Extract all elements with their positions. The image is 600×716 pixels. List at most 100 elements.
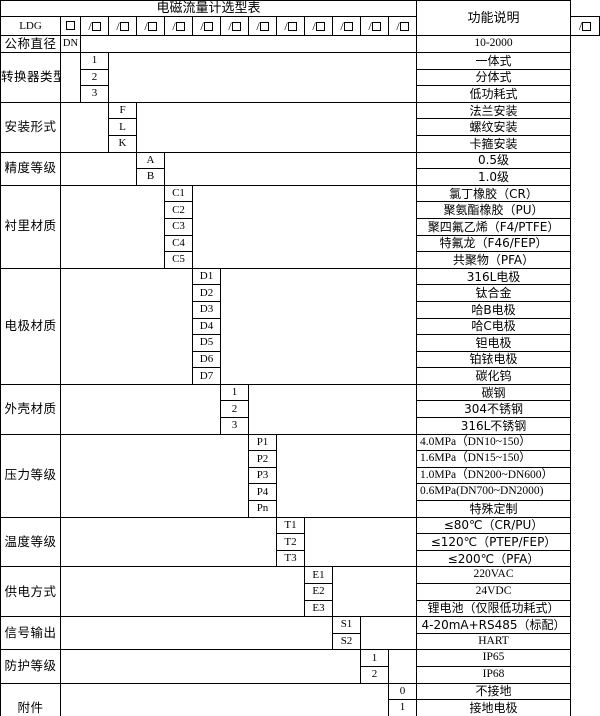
description-cell: 不接地	[416, 682, 572, 701]
description-cell: ≤80℃（CR/PU）	[416, 516, 572, 535]
code-cell[interactable]: D6	[192, 350, 221, 369]
slot-box-icon	[287, 21, 297, 31]
code-cell[interactable]: C1	[164, 184, 193, 203]
spacer-left-2	[60, 101, 109, 153]
code-cell[interactable]: 1	[220, 383, 249, 402]
description-cell: 316L不锈钢	[416, 417, 572, 435]
slot-box-icon	[203, 21, 213, 31]
slot-cell-7[interactable]: /	[248, 16, 277, 36]
code-cell[interactable]: C5	[164, 251, 193, 269]
table-row: 电极材质 D1 316L电极	[0, 267, 600, 385]
slash-separator-icon: /	[256, 19, 260, 33]
code-cell[interactable]: P2	[248, 450, 277, 468]
code-cell[interactable]: C3	[164, 217, 193, 236]
spacer-left-9	[60, 566, 305, 618]
spacer-right-9	[331, 566, 418, 618]
code-cell[interactable]: D1	[192, 267, 221, 286]
description-cell: 哈C电极	[416, 317, 572, 336]
code-cell[interactable]: 3	[80, 85, 109, 103]
slot-cell-3[interactable]: /	[136, 16, 165, 36]
code-cell[interactable]: F	[108, 101, 137, 120]
code-cell[interactable]: D3	[192, 300, 221, 319]
description-cell: 锂电池（仅限低功耗式）	[416, 599, 572, 618]
code-cell[interactable]: 1	[387, 699, 418, 716]
table-row: 安装形式 F 法兰安装	[0, 101, 600, 153]
slash-separator-icon: /	[340, 19, 344, 33]
slot-cell-13[interactable]: /	[570, 16, 600, 36]
slot-box-icon	[399, 21, 409, 31]
code-cell[interactable]: T1	[276, 516, 305, 535]
slot-cell-0[interactable]	[60, 16, 81, 36]
slot-cell-12[interactable]: /	[387, 16, 418, 36]
table-row: 外壳材质 1 碳钢	[0, 383, 600, 435]
description-cell: 碳化钨	[416, 367, 572, 385]
spacer-left-3	[60, 151, 137, 186]
row-label-4: 衬里材质	[0, 184, 61, 269]
description-cell: 钛合金	[416, 284, 572, 302]
slot-cell-5[interactable]: /	[192, 16, 221, 36]
slot-cell-9[interactable]: /	[304, 16, 333, 36]
code-cell[interactable]: K	[108, 134, 137, 153]
code-cell[interactable]: 2	[80, 68, 109, 87]
code-cell[interactable]: D7	[192, 367, 221, 385]
slot-cell-8[interactable]: /	[276, 16, 305, 36]
description-cell: 0.5级	[416, 151, 572, 170]
spacer-right-1	[107, 52, 418, 103]
code-cell[interactable]: S2	[332, 632, 361, 651]
code-cell[interactable]: D2	[192, 284, 221, 302]
code-cell[interactable]: S1	[332, 616, 361, 634]
code-cell[interactable]: 2	[360, 665, 389, 684]
code-cell[interactable]: E1	[304, 566, 333, 584]
row-label-1: 转换器类型	[0, 52, 61, 103]
code-cell[interactable]: E2	[304, 583, 333, 601]
description-cell: 10-2000	[416, 35, 572, 53]
code-cell[interactable]: B	[136, 168, 165, 186]
slot-cell-11[interactable]: /	[360, 16, 389, 36]
code-cell[interactable]: D4	[192, 317, 221, 336]
row-label-10: 信号输出	[0, 616, 61, 651]
description-cell: 24VDC	[416, 583, 572, 601]
table-row: D6 铂铱电极	[1, 350, 600, 369]
row-label-3: 精度等级	[0, 151, 61, 186]
slot-cell-10[interactable]: /	[332, 16, 361, 36]
code-cell[interactable]: P4	[248, 483, 277, 502]
slash-separator-icon: /	[172, 19, 176, 33]
code-cell[interactable]: Pn	[248, 500, 277, 518]
spacer-left-5	[60, 267, 193, 385]
slash-separator-icon: /	[228, 19, 232, 33]
spacer-right-10	[359, 616, 418, 651]
code-cell[interactable]: 2	[220, 400, 249, 419]
slot-box-icon	[315, 21, 325, 31]
code-cell[interactable]: C2	[164, 201, 193, 219]
slot-cell-4[interactable]: /	[164, 16, 193, 36]
code-cell[interactable]: 1	[360, 649, 389, 667]
code-cell[interactable]: T3	[276, 549, 305, 568]
code-cell[interactable]: 1	[80, 52, 109, 70]
code-cell[interactable]: 3	[220, 417, 249, 435]
slash-separator-icon: /	[144, 19, 148, 33]
description-cell: 4.0MPa（DN10~150）	[416, 433, 572, 452]
code-cell[interactable]: E3	[304, 599, 333, 618]
spacer-right-2	[135, 101, 418, 153]
code-cell[interactable]: P3	[248, 466, 277, 485]
code-cell[interactable]: L	[108, 118, 137, 136]
table-row: 压力等级 P1 4.0MPa（DN10~150）	[0, 433, 600, 518]
code-cell[interactable]: C4	[164, 234, 193, 253]
table-row: 精度等级 A 0.5级	[0, 151, 600, 186]
code-cell[interactable]: T2	[276, 533, 305, 551]
code-cell[interactable]: D5	[192, 334, 221, 352]
code-cell[interactable]: A	[136, 151, 165, 170]
description-cell: 4-20mA+RS485（标配）	[416, 616, 572, 634]
slot-cell-2[interactable]: /	[108, 16, 137, 36]
spacer-left-10	[60, 616, 333, 651]
slot-cell-1[interactable]: /	[80, 16, 109, 36]
slash-separator-icon: /	[312, 19, 316, 33]
spacer-left-6	[60, 383, 221, 435]
description-cell: ≤120℃（PTEP/FEP）	[416, 533, 572, 551]
description-cell: 聚四氟乙烯（F4/PTFE）	[416, 217, 572, 236]
code-cell[interactable]: P1	[248, 433, 277, 452]
code-cell[interactable]: 0	[387, 682, 418, 701]
table-row: 附件 0 不接地	[0, 682, 600, 716]
slot-cell-6[interactable]: /	[220, 16, 249, 36]
